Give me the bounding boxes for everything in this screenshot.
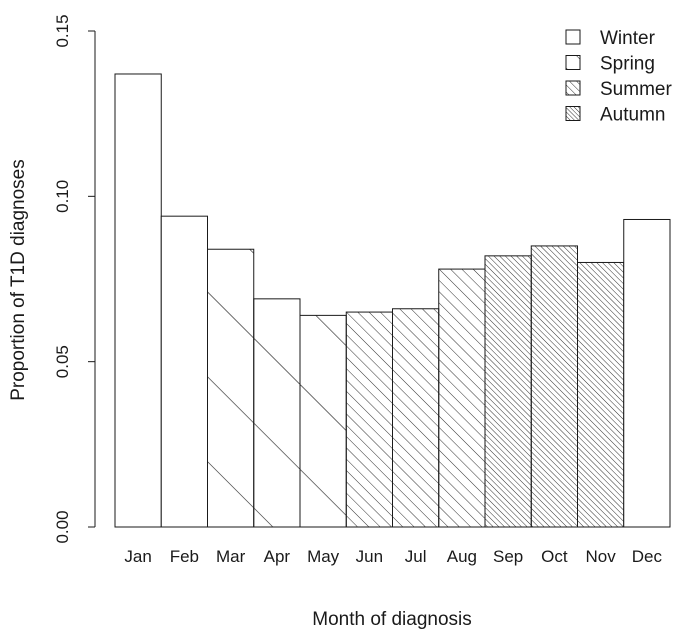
bar-jun [345, 311, 393, 528]
bar-may [299, 314, 347, 528]
legend-swatch-autumn [565, 106, 581, 121]
bar-oct [530, 245, 578, 528]
x-tick-label-apr: Apr [264, 547, 291, 566]
legend-swatch-summer [565, 80, 581, 96]
x-tick-label-sep: Sep [493, 547, 523, 566]
x-axis-title: Month of diagnosis [312, 609, 472, 630]
bar-mar [207, 248, 255, 528]
x-tick-label-feb: Feb [170, 547, 199, 566]
legend: Winter Spring Summer Autumn [565, 28, 672, 126]
x-tick-label-mar: Mar [216, 547, 246, 566]
y-axis-title: Proportion of T1D diagnoses [8, 159, 29, 401]
x-tick-label-jan: Jan [124, 547, 151, 566]
legend-label-spring: Spring [600, 54, 655, 75]
bar-jul [392, 308, 440, 528]
x-tick-labels: Jan Feb Mar Apr May Jun Jul Aug Sep Oct Nov Dec [124, 547, 662, 566]
bar-jan [114, 73, 162, 528]
x-tick-label-dec: Dec [632, 547, 663, 566]
bar-feb [160, 215, 208, 528]
bar-dec [623, 218, 671, 528]
legend-swatch-spring [565, 55, 581, 70]
bar-apr [253, 298, 301, 528]
bar-aug [438, 268, 486, 528]
x-tick-label-jun: Jun [356, 547, 383, 566]
x-tick-label-may: May [307, 547, 340, 566]
x-tick-label-oct: Oct [541, 547, 568, 566]
legend-swatch-winter [565, 29, 581, 45]
bars-group [114, 73, 671, 528]
y-tick-label: 0.05 [53, 345, 72, 378]
y-tick-label: 0.00 [53, 510, 72, 543]
y-tick-label: 0.10 [53, 180, 72, 213]
x-tick-label-jul: Jul [405, 547, 427, 566]
legend-label-winter: Winter [600, 28, 656, 49]
x-tick-label-aug: Aug [447, 547, 477, 566]
bar-nov [577, 261, 625, 528]
legend-label-autumn: Autumn [600, 105, 665, 126]
x-tick-label-nov: Nov [586, 547, 617, 566]
bar-sep [484, 255, 532, 528]
legend-label-summer: Summer [600, 79, 672, 100]
y-tick-label: 0.15 [53, 14, 72, 47]
y-ticks: 0.00 0.05 0.10 0.15 [53, 14, 95, 544]
